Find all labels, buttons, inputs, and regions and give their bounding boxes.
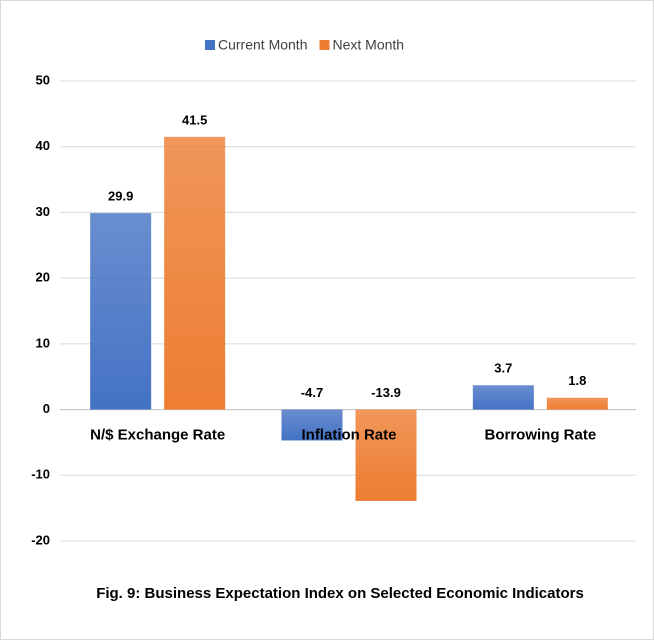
y-tick-label: 10 (36, 335, 50, 350)
y-tick-label: 40 (36, 138, 50, 153)
value-label: -4.7 (301, 385, 323, 400)
bar (546, 397, 608, 410)
bar (90, 213, 152, 410)
x-tick-label: Borrowing Rate (484, 427, 596, 444)
value-label: 29.9 (108, 189, 133, 204)
x-tick-label: Inflation Rate (301, 427, 396, 444)
value-label: -13.9 (371, 385, 401, 400)
x-tick-label: N/$ Exchange Rate (90, 427, 225, 444)
bar (355, 409, 417, 501)
y-tick-label: -10 (31, 467, 50, 482)
legend-swatch (319, 40, 330, 50)
value-label: 1.8 (568, 373, 586, 388)
y-tick-label: -20 (31, 532, 50, 547)
legend-swatch (205, 40, 215, 50)
legend-label: Current Month (218, 37, 307, 53)
bar (472, 385, 534, 410)
y-tick-label: 50 (36, 72, 50, 87)
value-label: 41.5 (182, 112, 207, 127)
chart-title: Fig. 9: Business Expectation Index on Se… (96, 585, 584, 602)
y-tick-label: 20 (36, 270, 50, 285)
y-tick-label: 30 (36, 204, 50, 219)
bar (164, 136, 226, 410)
value-label: 3.7 (494, 361, 512, 376)
bar (281, 409, 343, 441)
y-tick-label: 0 (43, 401, 50, 416)
legend-label: Next Month (332, 37, 404, 53)
